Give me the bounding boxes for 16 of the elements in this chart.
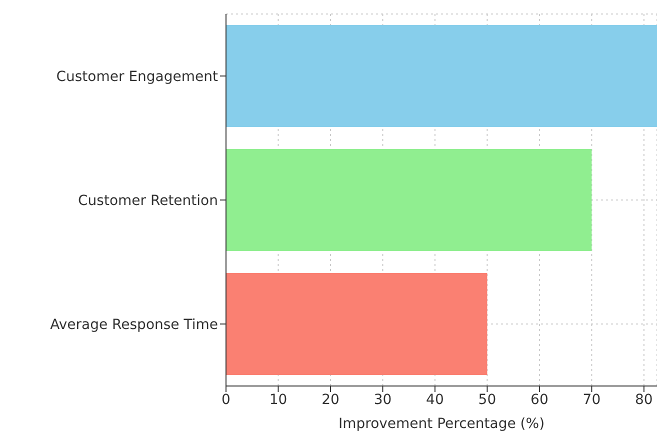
x-tick-label: 30 [374, 392, 392, 408]
x-axis-title: Improvement Percentage (%) [338, 416, 545, 432]
y-tick-label: Customer Retention [78, 192, 218, 209]
x-tick-label: 70 [582, 392, 601, 408]
x-tick-label: 50 [478, 392, 496, 408]
bar [226, 149, 592, 251]
x-tick-label: 40 [426, 392, 444, 408]
y-tick-label: Average Response Time [50, 316, 218, 333]
bar [226, 25, 657, 127]
bar [226, 273, 488, 375]
y-tick-label: Customer Engagement [56, 68, 218, 85]
x-tick-label: 80 [635, 392, 653, 408]
x-tick-label: 10 [269, 392, 288, 408]
x-tick-label: 20 [322, 392, 340, 408]
x-tick-label: 0 [222, 392, 230, 408]
x-tick-label: 60 [530, 392, 548, 408]
